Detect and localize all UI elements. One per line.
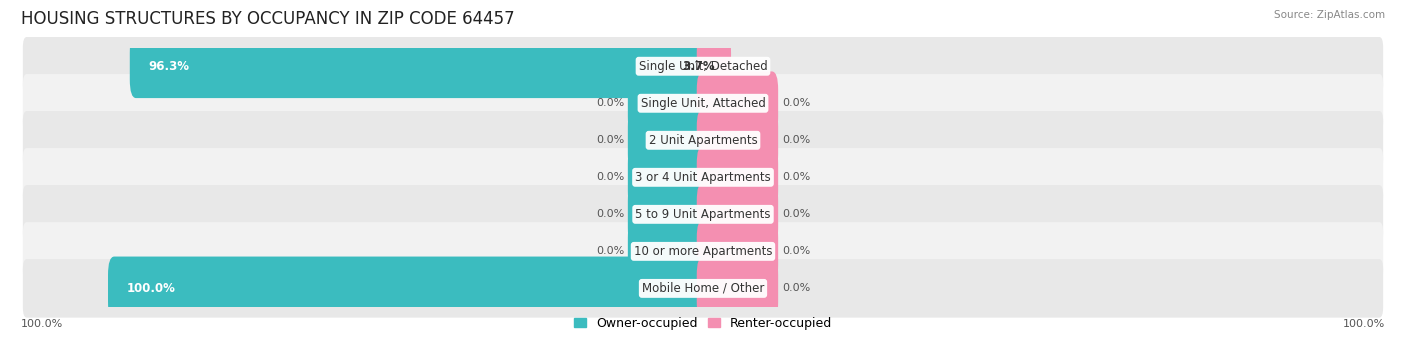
- Text: 2 Unit Apartments: 2 Unit Apartments: [648, 134, 758, 147]
- FancyBboxPatch shape: [628, 146, 709, 209]
- FancyBboxPatch shape: [22, 74, 1384, 133]
- FancyBboxPatch shape: [22, 185, 1384, 243]
- Text: 3 or 4 Unit Apartments: 3 or 4 Unit Apartments: [636, 171, 770, 184]
- FancyBboxPatch shape: [628, 108, 709, 172]
- FancyBboxPatch shape: [628, 71, 709, 135]
- Text: 0.0%: 0.0%: [782, 135, 810, 145]
- Text: 10 or more Apartments: 10 or more Apartments: [634, 245, 772, 258]
- FancyBboxPatch shape: [22, 259, 1384, 317]
- FancyBboxPatch shape: [697, 34, 731, 98]
- Text: 100.0%: 100.0%: [21, 319, 63, 329]
- Text: 0.0%: 0.0%: [596, 172, 624, 182]
- Text: 0.0%: 0.0%: [782, 172, 810, 182]
- Text: HOUSING STRUCTURES BY OCCUPANCY IN ZIP CODE 64457: HOUSING STRUCTURES BY OCCUPANCY IN ZIP C…: [21, 10, 515, 28]
- Text: 100.0%: 100.0%: [127, 282, 176, 295]
- Text: 0.0%: 0.0%: [782, 246, 810, 256]
- FancyBboxPatch shape: [22, 148, 1384, 207]
- FancyBboxPatch shape: [22, 222, 1384, 281]
- FancyBboxPatch shape: [697, 256, 778, 320]
- FancyBboxPatch shape: [129, 34, 709, 98]
- Text: Mobile Home / Other: Mobile Home / Other: [641, 282, 765, 295]
- FancyBboxPatch shape: [22, 111, 1384, 169]
- Text: 0.0%: 0.0%: [596, 98, 624, 108]
- FancyBboxPatch shape: [697, 108, 778, 172]
- Text: 0.0%: 0.0%: [596, 246, 624, 256]
- Text: 0.0%: 0.0%: [782, 283, 810, 293]
- Text: 5 to 9 Unit Apartments: 5 to 9 Unit Apartments: [636, 208, 770, 221]
- Text: 0.0%: 0.0%: [596, 209, 624, 219]
- FancyBboxPatch shape: [22, 37, 1384, 95]
- Text: 3.7%: 3.7%: [682, 60, 714, 73]
- Legend: Owner-occupied, Renter-occupied: Owner-occupied, Renter-occupied: [568, 312, 838, 335]
- Text: Source: ZipAtlas.com: Source: ZipAtlas.com: [1274, 10, 1385, 20]
- Text: 96.3%: 96.3%: [149, 60, 190, 73]
- FancyBboxPatch shape: [628, 182, 709, 246]
- FancyBboxPatch shape: [697, 220, 778, 283]
- FancyBboxPatch shape: [108, 256, 709, 320]
- FancyBboxPatch shape: [697, 146, 778, 209]
- FancyBboxPatch shape: [697, 71, 778, 135]
- FancyBboxPatch shape: [697, 182, 778, 246]
- Text: 0.0%: 0.0%: [782, 209, 810, 219]
- Text: 100.0%: 100.0%: [1343, 319, 1385, 329]
- FancyBboxPatch shape: [628, 220, 709, 283]
- Text: Single Unit, Detached: Single Unit, Detached: [638, 60, 768, 73]
- Text: 0.0%: 0.0%: [782, 98, 810, 108]
- Text: Single Unit, Attached: Single Unit, Attached: [641, 97, 765, 110]
- Text: 0.0%: 0.0%: [596, 135, 624, 145]
